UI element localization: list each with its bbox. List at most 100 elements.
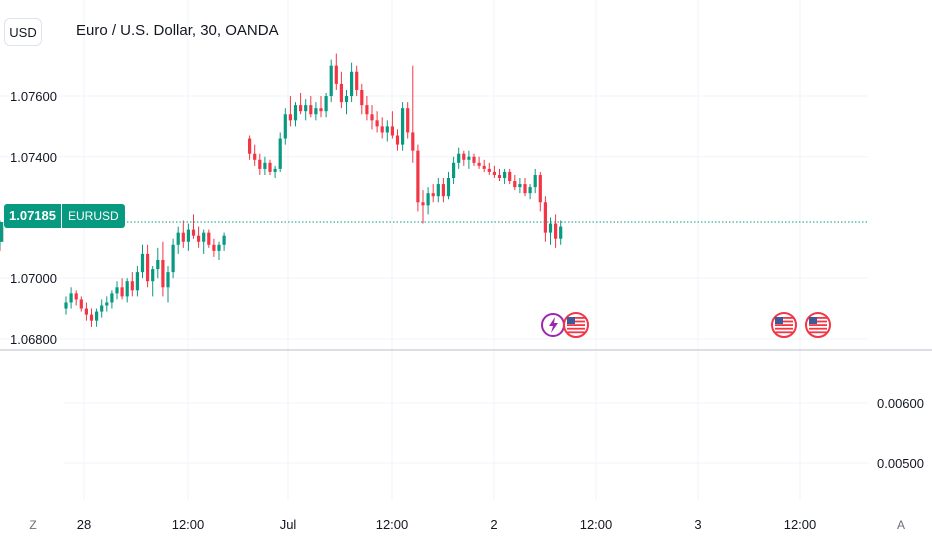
currency-button[interactable]: USD [4,18,42,46]
candle-body [0,229,4,242]
candle [467,150,471,169]
candle [319,96,323,118]
candle-body [370,114,374,121]
candle-body [161,259,165,288]
candle-body [105,302,109,306]
candle [370,105,374,130]
indicator-tick-label: 0.00500 [877,456,924,471]
candle-body [100,305,104,312]
candle [324,93,328,118]
auto-zoom-button[interactable]: Z [29,518,37,532]
candle [477,156,481,169]
candle-body [217,244,221,251]
candle-body [543,202,547,233]
candle-body [548,223,553,233]
candle-body [125,281,129,297]
candle-body [248,138,252,154]
candle [497,168,502,182]
candle-body [390,126,394,136]
time-tick-label: 3 [694,517,701,532]
candle [278,132,282,172]
candle [309,96,313,118]
candle-body [69,293,73,303]
candle [268,159,272,175]
candle-body [263,162,267,169]
candle [365,96,369,121]
candle-body [309,105,313,115]
candle [181,220,185,248]
time-tick-label: 12:00 [784,517,817,532]
auto-scale-button[interactable]: A [896,518,905,532]
candle-body [278,138,282,169]
candle-body [411,132,415,151]
candle [304,99,308,121]
candle-body [406,108,410,133]
candle [528,184,532,200]
candle-body [385,126,389,133]
candle [457,147,461,169]
candle-body [181,232,185,242]
price-tick-label: 1.07600 [10,89,57,104]
candle-body [462,153,466,160]
candle-body [95,311,99,321]
time-tick-label: 12:00 [376,517,409,532]
candle [559,220,563,245]
candle-body [171,244,175,273]
candle [217,241,221,260]
candle [446,171,451,200]
candle-body [416,150,420,203]
last-price-value: 1.07185 [4,204,61,228]
candle-body [268,162,272,172]
candle [543,196,547,242]
candle [130,272,134,297]
us-flag-event-icon [563,312,589,338]
candle [518,178,522,194]
candle-body [518,184,522,188]
candle-body [273,168,277,172]
candle-body [482,165,486,169]
candle-body [375,120,379,127]
candle [416,144,420,212]
candle [222,232,226,251]
time-tick-label: 12:00 [580,517,613,532]
candle-body [319,108,323,112]
candle [395,129,400,151]
candle [492,165,496,178]
candle-body [0,222,4,224]
candle [115,281,119,300]
candle-body [497,174,502,178]
candle-body [74,293,78,300]
price-tick-label: 1.07000 [10,271,57,286]
candle [385,120,389,142]
candle-body [156,259,160,270]
candle-body [304,105,308,112]
candle [390,111,394,139]
time-tick-label: 28 [77,517,91,532]
candle-body [487,168,491,172]
candle-body [283,114,287,139]
candle [513,174,517,191]
candle [273,165,277,178]
candle [0,226,4,248]
candle [350,62,354,103]
candle [283,108,287,145]
candle-body [365,105,369,115]
candle [258,153,262,175]
candle-body [441,184,445,197]
candle [293,102,298,127]
candle [462,150,466,166]
candle [146,244,150,288]
candle [64,296,68,315]
candle-body [212,244,216,251]
candle [508,168,512,185]
candle-body [79,299,83,309]
candle [100,299,104,318]
candle-body [89,314,94,321]
candle [202,229,206,254]
candle [125,278,129,303]
candle [79,296,83,312]
candle [176,226,180,254]
candle [554,214,558,248]
candle [421,190,425,224]
